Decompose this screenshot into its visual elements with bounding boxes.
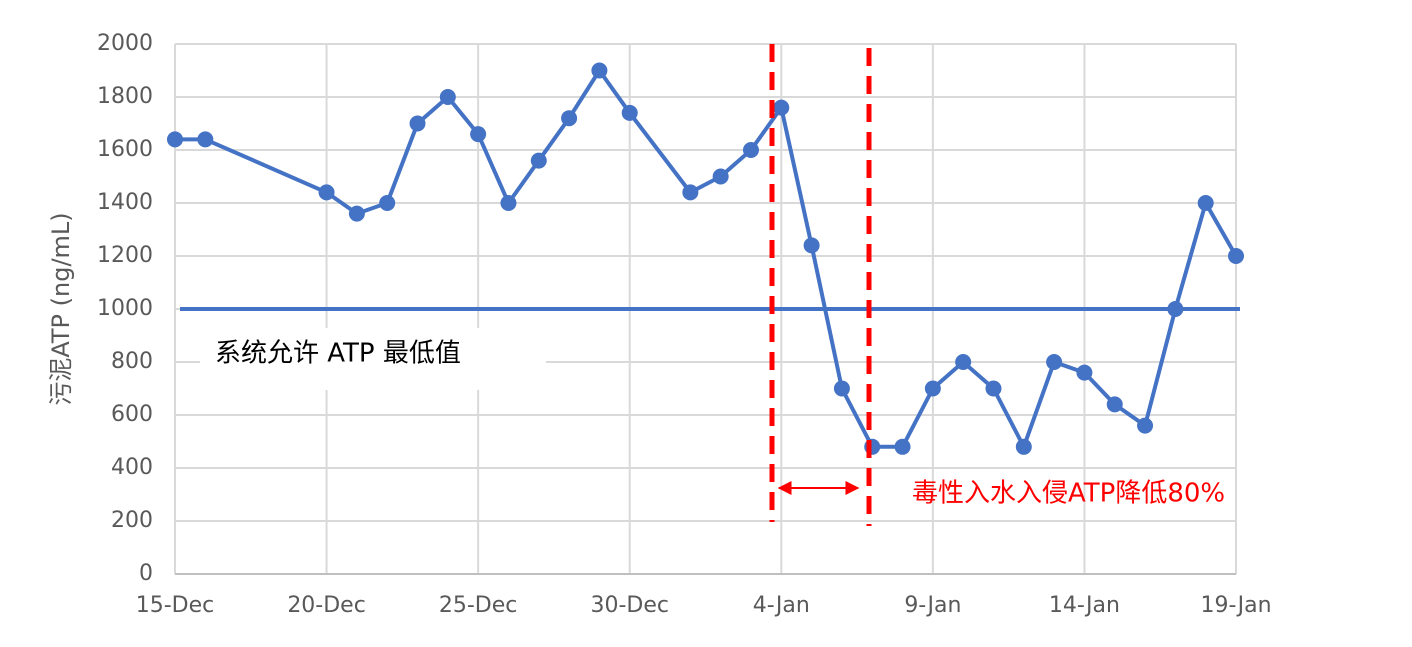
data-line — [175, 68, 1238, 449]
data-point — [924, 380, 941, 397]
y-tick-label: 2000 — [97, 31, 153, 56]
data-point — [955, 354, 972, 370]
data-point — [379, 195, 396, 211]
data-point — [894, 438, 911, 455]
data-point — [500, 195, 517, 211]
data-point — [1106, 396, 1123, 413]
x-tick-label: 30-Dec — [590, 593, 669, 618]
data-point — [833, 380, 850, 397]
data-point — [712, 168, 729, 185]
data-point — [1197, 195, 1214, 211]
y-tick-label: 1000 — [97, 296, 153, 321]
threshold-label: 系统允许 ATP 最低值 — [215, 339, 461, 369]
y-tick-label: 1800 — [97, 84, 153, 109]
y-tick-label: 800 — [111, 349, 153, 374]
x-tick-label: 20-Dec — [287, 593, 366, 618]
y-tick-label: 400 — [111, 455, 153, 480]
x-tick-label: 15-Dec — [136, 593, 215, 618]
data-point — [682, 184, 699, 201]
data-point — [439, 89, 456, 105]
data-point — [1137, 417, 1154, 434]
x-tick-label: 9-Jan — [904, 593, 961, 618]
y-tick-label: 600 — [111, 402, 153, 427]
data-point — [985, 380, 1002, 397]
data-point — [621, 104, 638, 121]
y-tick-label: 200 — [111, 508, 153, 533]
data-point — [470, 126, 487, 143]
data-point — [348, 205, 365, 222]
x-tick-label: 14-Jan — [1049, 593, 1120, 618]
label-background — [200, 328, 546, 390]
y-tick-label: 1200 — [97, 243, 153, 268]
y-tick-label: 0 — [139, 561, 153, 586]
event-label: 毒性入水入侵ATP降低80% — [912, 479, 1225, 509]
data-point — [197, 131, 214, 148]
data-point — [1076, 364, 1093, 381]
data-point — [591, 62, 608, 79]
data-point — [803, 237, 820, 254]
data-point — [1046, 354, 1063, 370]
data-point — [530, 152, 547, 169]
data-point — [561, 110, 578, 127]
data-point — [1167, 301, 1184, 317]
data-point — [409, 115, 426, 132]
data-point — [742, 142, 759, 158]
data-point — [1015, 438, 1032, 455]
data-point — [1228, 248, 1244, 264]
data-point — [773, 99, 790, 116]
marks — [167, 62, 1244, 455]
x-tick-label: 4-Jan — [753, 593, 810, 618]
x-tick-label: 19-Jan — [1200, 593, 1271, 618]
x-tick-label: 25-Dec — [439, 593, 518, 618]
y-tick-label: 1400 — [97, 190, 153, 215]
data-point — [167, 131, 183, 148]
data-point — [318, 184, 335, 201]
y-axis-label: 污泥ATP (ng/mL) — [47, 212, 75, 405]
y-tick-label: 1600 — [97, 137, 153, 162]
